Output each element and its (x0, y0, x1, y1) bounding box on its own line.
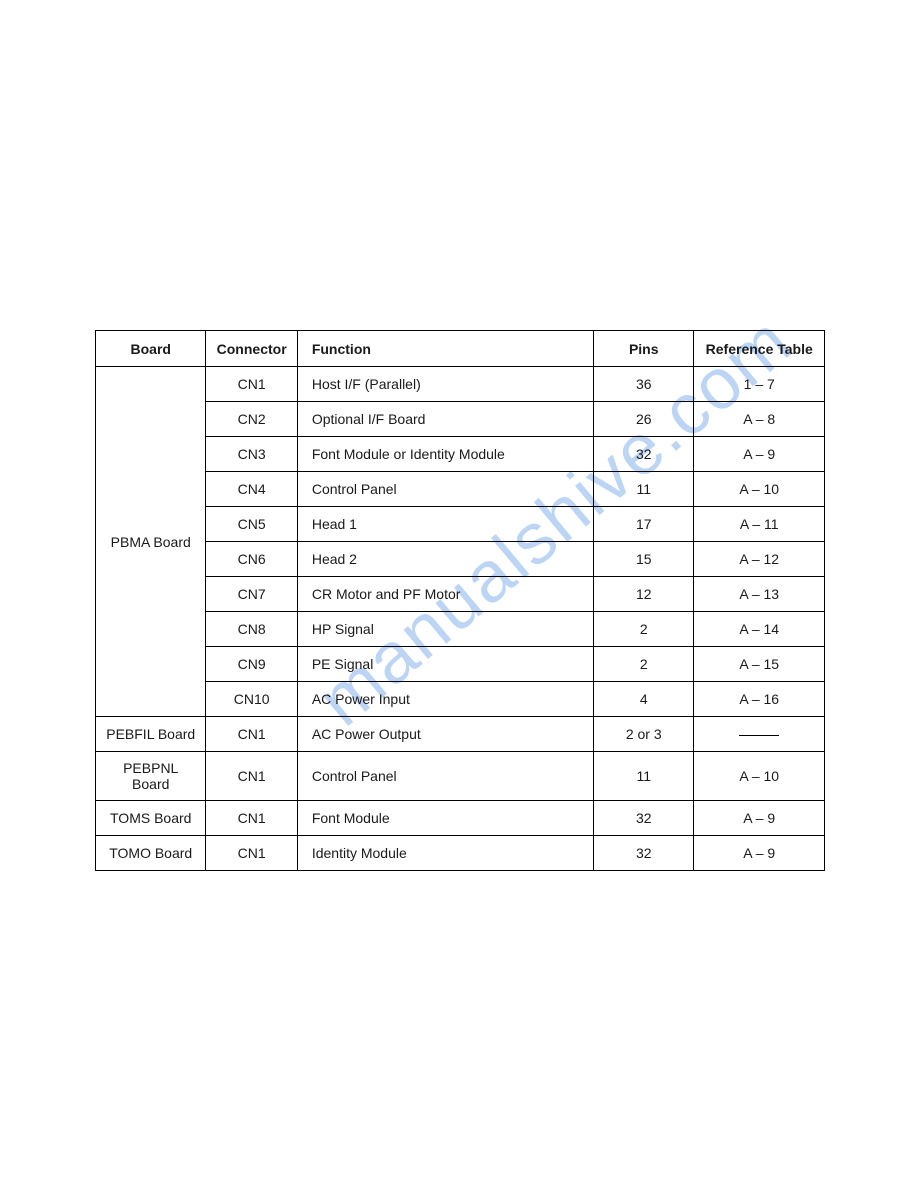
pins-cell: 36 (594, 367, 694, 402)
header-reference: Reference Table (694, 331, 825, 367)
board-cell: PEBPNL Board (96, 752, 206, 801)
function-cell: Host I/F (Parallel) (297, 367, 593, 402)
header-board: Board (96, 331, 206, 367)
pins-cell: 32 (594, 836, 694, 871)
pins-cell: 2 (594, 647, 694, 682)
table-row: TOMO Board CN1 Identity Module 32 A – 9 (96, 836, 825, 871)
board-cell: PEBFIL Board (96, 717, 206, 752)
connector-cell: CN1 (206, 717, 297, 752)
reference-cell: A – 12 (694, 542, 825, 577)
function-cell: AC Power Output (297, 717, 593, 752)
connector-cell: CN9 (206, 647, 297, 682)
reference-cell: A – 10 (694, 472, 825, 507)
pins-cell: 4 (594, 682, 694, 717)
reference-cell: A – 9 (694, 801, 825, 836)
connector-cell: CN10 (206, 682, 297, 717)
reference-cell: A – 14 (694, 612, 825, 647)
table-row: PEBFIL Board CN1 AC Power Output 2 or 3 (96, 717, 825, 752)
board-cell: PBMA Board (96, 367, 206, 717)
function-cell: Identity Module (297, 836, 593, 871)
connector-cell: CN5 (206, 507, 297, 542)
table-row: PBMA Board CN1 Host I/F (Parallel) 36 1 … (96, 367, 825, 402)
table-row: TOMS Board CN1 Font Module 32 A – 9 (96, 801, 825, 836)
connector-cell: CN4 (206, 472, 297, 507)
reference-cell: A – 8 (694, 402, 825, 437)
pins-cell: 15 (594, 542, 694, 577)
reference-cell: A – 11 (694, 507, 825, 542)
connector-cell: CN1 (206, 836, 297, 871)
connector-cell: CN8 (206, 612, 297, 647)
pins-cell: 32 (594, 801, 694, 836)
function-cell: AC Power Input (297, 682, 593, 717)
reference-cell: A – 15 (694, 647, 825, 682)
pins-cell: 11 (594, 752, 694, 801)
connector-cell: CN1 (206, 801, 297, 836)
function-cell: CR Motor and PF Motor (297, 577, 593, 612)
table-header-row: Board Connector Function Pins Reference … (96, 331, 825, 367)
connector-cell: CN3 (206, 437, 297, 472)
connector-table: Board Connector Function Pins Reference … (95, 330, 825, 871)
pins-cell: 11 (594, 472, 694, 507)
function-cell: Control Panel (297, 472, 593, 507)
table-row: PEBPNL Board CN1 Control Panel 11 A – 10 (96, 752, 825, 801)
pins-cell: 12 (594, 577, 694, 612)
connector-cell: CN2 (206, 402, 297, 437)
function-cell: HP Signal (297, 612, 593, 647)
function-cell: Font Module (297, 801, 593, 836)
reference-cell: A – 9 (694, 836, 825, 871)
function-cell: Head 2 (297, 542, 593, 577)
function-cell: Optional I/F Board (297, 402, 593, 437)
connector-cell: CN6 (206, 542, 297, 577)
pins-cell: 26 (594, 402, 694, 437)
pins-cell: 32 (594, 437, 694, 472)
reference-cell: A – 16 (694, 682, 825, 717)
header-pins: Pins (594, 331, 694, 367)
function-cell: Font Module or Identity Module (297, 437, 593, 472)
reference-cell: A – 10 (694, 752, 825, 801)
header-function: Function (297, 331, 593, 367)
reference-cell-dash (694, 717, 825, 752)
header-connector: Connector (206, 331, 297, 367)
pins-cell: 2 (594, 612, 694, 647)
table-body: PBMA Board CN1 Host I/F (Parallel) 36 1 … (96, 367, 825, 871)
function-cell: Head 1 (297, 507, 593, 542)
reference-cell: A – 9 (694, 437, 825, 472)
pins-cell: 17 (594, 507, 694, 542)
dash-icon (739, 735, 779, 736)
function-cell: Control Panel (297, 752, 593, 801)
reference-cell: A – 13 (694, 577, 825, 612)
pins-cell: 2 or 3 (594, 717, 694, 752)
board-cell: TOMS Board (96, 801, 206, 836)
function-cell: PE Signal (297, 647, 593, 682)
connector-cell: CN1 (206, 367, 297, 402)
connector-cell: CN7 (206, 577, 297, 612)
connector-cell: CN1 (206, 752, 297, 801)
reference-cell: 1 – 7 (694, 367, 825, 402)
board-cell: TOMO Board (96, 836, 206, 871)
page-content: Board Connector Function Pins Reference … (95, 330, 825, 871)
